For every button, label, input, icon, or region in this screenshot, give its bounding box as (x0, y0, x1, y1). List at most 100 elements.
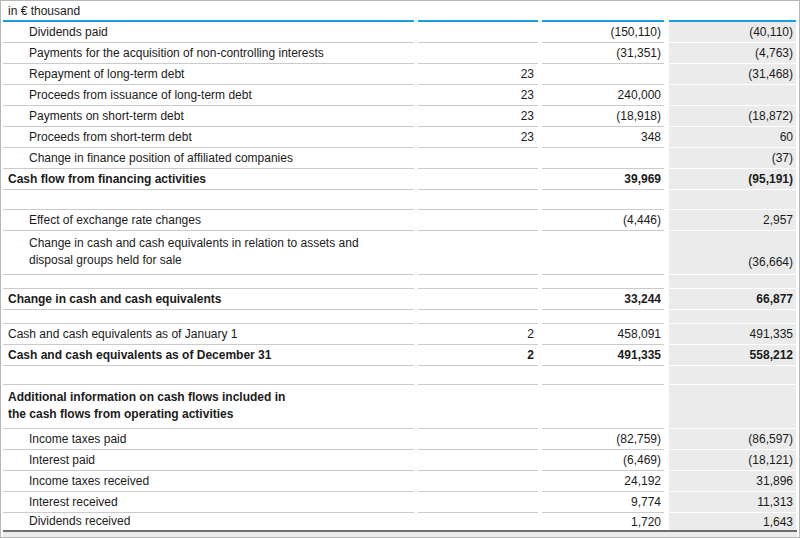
row-label: Cash and cash equivalents as of January … (3, 324, 414, 345)
value-current-year: 458,091 (542, 324, 664, 345)
note-reference (418, 43, 538, 64)
note-reference: 23 (418, 127, 538, 148)
row-label: Change in cash and cash equivalents in r… (3, 231, 414, 275)
prior-year-column-header (669, 3, 796, 22)
note-reference (418, 366, 538, 385)
row-label: Proceeds from short-term debt (3, 127, 414, 148)
value-current-year (542, 385, 664, 429)
row-label: Cash flow from financing activities (3, 169, 414, 190)
row-label (3, 190, 414, 210)
row-label: Dividends received (3, 513, 414, 530)
note-reference (418, 22, 538, 43)
value-current-year: 491,335 (542, 345, 664, 366)
value-prior-year: 31,896 (669, 471, 796, 492)
value-current-year: 240,000 (542, 85, 664, 106)
value-prior-year: 66,877 (669, 289, 796, 310)
value-current-year: 348 (542, 127, 664, 148)
value-prior-year (669, 275, 796, 289)
note-reference (418, 190, 538, 210)
current-year-column-header (542, 3, 664, 22)
row-label: Dividends paid (3, 22, 414, 43)
value-current-year: 39,969 (542, 169, 664, 190)
note-reference: 23 (418, 64, 538, 85)
row-label: Payments for the acquisition of non-cont… (3, 43, 414, 64)
value-current-year: (31,351) (542, 43, 664, 64)
value-prior-year (669, 366, 796, 385)
table-row: Change in finance position of affiliated… (3, 148, 797, 169)
cash-flow-table: in € thousand Dividends paid (150,110)(40… (1, 1, 799, 538)
row-label: Income taxes paid (3, 429, 414, 450)
cash-flow-statement-page: in € thousand Dividends paid (150,110)(40… (0, 0, 800, 538)
value-prior-year: (37) (669, 148, 796, 169)
table-row: Repayment of long-term debt23 (31,468) (3, 64, 797, 85)
table-row: Proceeds from issuance of long-term debt… (3, 85, 797, 106)
table-row: Payments on short-term debt23(18,918)(18… (3, 106, 797, 127)
spacer-row (3, 190, 797, 210)
row-label: Change in cash and cash equivalents (3, 289, 414, 310)
row-label: Proceeds from issuance of long-term debt (3, 85, 414, 106)
table-row: Interest paid(6,469)(18,121) (3, 450, 797, 471)
value-current-year (542, 275, 664, 289)
value-prior-year: (31,468) (669, 64, 796, 85)
value-current-year (542, 190, 664, 210)
value-current-year: 1,720 (542, 513, 664, 530)
value-current-year: (6,469) (542, 450, 664, 471)
spacer-row (3, 275, 797, 289)
table-row: Cash flow from financing activities 39,96… (3, 169, 797, 190)
value-current-year (542, 310, 664, 324)
value-current-year: (82,759) (542, 429, 664, 450)
table-row: Change in cash and cash equivalents 33,24… (3, 289, 797, 310)
note-reference: 2 (418, 324, 538, 345)
value-prior-year: (36,664) (669, 231, 796, 275)
value-current-year: (150,110) (542, 22, 664, 43)
note-reference (418, 275, 538, 289)
value-prior-year: (86,597) (669, 429, 796, 450)
row-label: Interest received (3, 492, 414, 513)
row-label (3, 275, 414, 289)
note-reference (418, 450, 538, 471)
value-current-year (542, 148, 664, 169)
value-current-year: 33,244 (542, 289, 664, 310)
value-prior-year: 558,212 (669, 345, 796, 366)
value-current-year: (18,918) (542, 106, 664, 127)
value-prior-year: 60 (669, 127, 796, 148)
note-reference (418, 231, 538, 275)
value-prior-year: (95,191) (669, 169, 796, 190)
unit-caption: in € thousand (3, 3, 414, 22)
table-row: Income taxes paid (82,759)(86,597) (3, 429, 797, 450)
note-reference: 23 (418, 85, 538, 106)
note-reference (418, 169, 538, 190)
value-prior-year: 1,643 (669, 513, 796, 530)
page-margin (3, 532, 797, 538)
note-reference (418, 310, 538, 324)
table-body: Dividends paid (150,110)(40,110) Payments … (3, 22, 797, 530)
note-reference (418, 289, 538, 310)
value-prior-year: 2,957 (669, 210, 796, 231)
note-reference (418, 513, 538, 530)
note-reference (418, 148, 538, 169)
note-reference: 2 (418, 345, 538, 366)
row-label: Income taxes received (3, 471, 414, 492)
value-current-year: 9,774 (542, 492, 664, 513)
table-row: Payments for the acquisition of non-cont… (3, 43, 797, 64)
table-row: Cash and cash equivalents as of December… (3, 345, 797, 366)
value-prior-year (669, 85, 796, 106)
value-prior-year (669, 385, 796, 429)
table-header-row: in € thousand (3, 3, 797, 22)
table-row: Change in cash and cash equivalents in r… (3, 231, 797, 275)
table-row: Proceeds from short-term debt2334860 (3, 127, 797, 148)
value-current-year: 24,192 (542, 471, 664, 492)
spacer-row (3, 366, 797, 385)
note-reference (418, 429, 538, 450)
value-prior-year: 11,313 (669, 492, 796, 513)
table-row: Additional information on cash flows inc… (3, 385, 797, 429)
value-current-year: (4,446) (542, 210, 664, 231)
note-reference: 23 (418, 106, 538, 127)
value-prior-year (669, 190, 796, 210)
row-label: Repayment of long-term debt (3, 64, 414, 85)
table-row: Interest received 9,77411,313 (3, 492, 797, 513)
note-reference (418, 492, 538, 513)
row-label: Change in finance position of affiliated… (3, 148, 414, 169)
value-prior-year: (40,110) (669, 22, 796, 43)
spacer-row (3, 310, 797, 324)
